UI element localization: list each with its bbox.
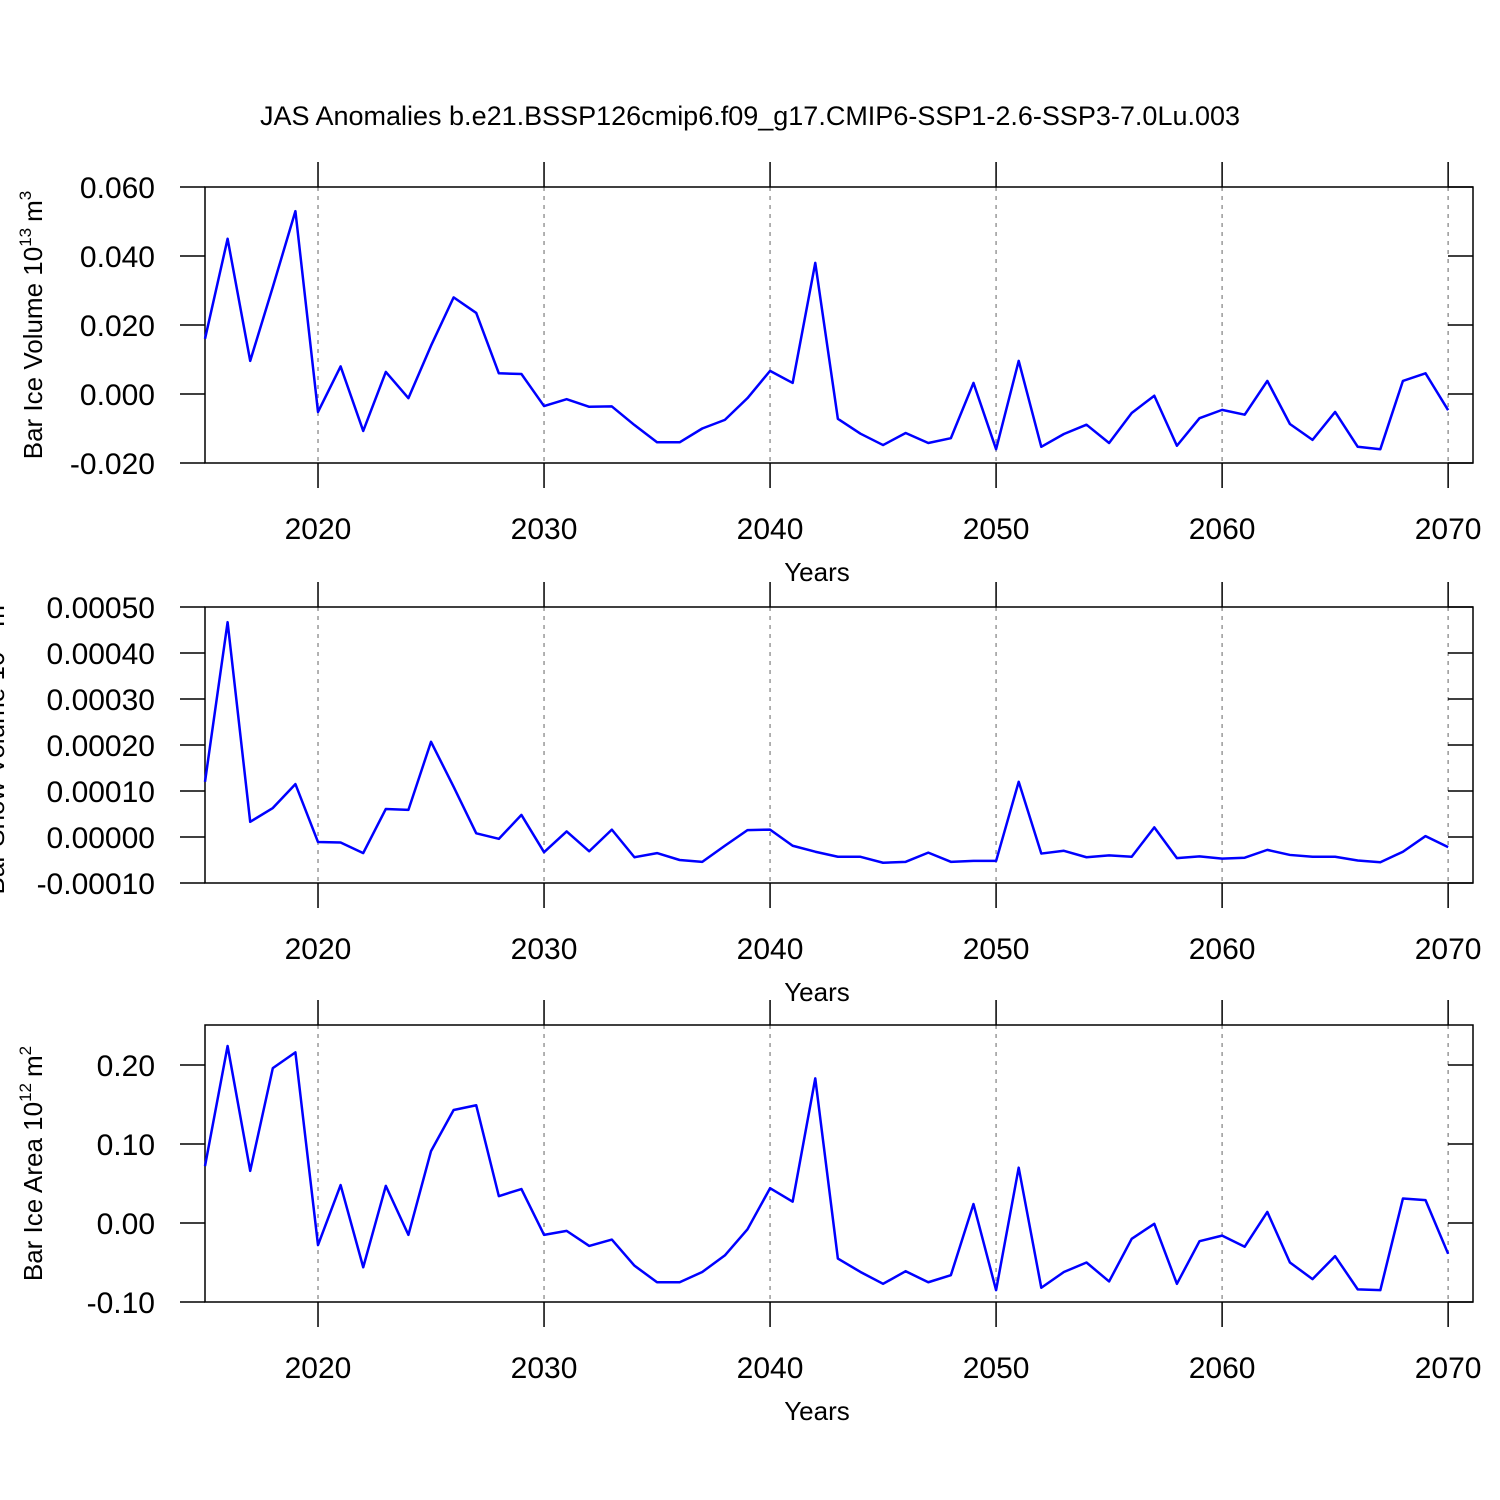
y-tick-label: -0.10 [87,1287,155,1320]
data-line [203,620,1449,865]
data-line [203,209,1450,451]
x-tick-label: 2030 [511,933,578,966]
x-tick-label: 2040 [737,933,804,966]
x-tick-label: 2020 [285,933,352,966]
y-axis-label-exponent: 12 [16,1083,35,1102]
x-tick-label: 2050 [963,1352,1030,1385]
y-tick-label: 0.000 [80,379,155,412]
y-axis-label: Bar Snow Volume 1013m3 [0,596,10,895]
y-tick-label: 0.060 [80,172,155,205]
x-axis-label: Years [784,977,850,1007]
y-axis-label-part: m [0,605,10,627]
x-tick-label: 2070 [1415,1352,1482,1385]
y-tick-label: 0.040 [80,241,155,274]
plot-frame [204,606,1474,884]
x-axis-label: Years [784,557,850,587]
x-tick-label: 2060 [1189,933,1256,966]
x-tick-label: 2060 [1189,1352,1256,1385]
x-tick-label: 2020 [285,1352,352,1385]
x-axis-label: Years [784,1396,850,1426]
y-axis-label-exponent: 13 [16,228,35,247]
y-tick-label: 0.00030 [47,684,155,717]
x-tick-label: 2040 [737,1352,804,1385]
y-tick-label: 0.00020 [47,730,155,763]
y-axis-label: Bar Ice Volume 1013 m3 [16,191,48,460]
y-tick-label: -0.00010 [37,868,155,901]
x-tick-label: 2020 [285,513,352,546]
x-tick-label: 2030 [511,1352,578,1385]
y-tick-label: 0.00040 [47,638,155,671]
y-axis-label-part: m [18,1055,48,1077]
y-axis-label-exponent: 2 [16,1046,35,1055]
x-tick-label: 2050 [963,933,1030,966]
y-tick-label: 0.20 [97,1050,155,1083]
x-tick-label: 2070 [1415,513,1482,546]
y-tick-label: 0.10 [97,1129,155,1162]
y-tick-label: 0.00010 [47,776,155,809]
data-line [203,1044,1450,1292]
plot-frame [204,186,1474,464]
y-tick-label: 0.00 [97,1208,155,1241]
y-axis-label-exponent: 3 [16,191,35,200]
y-tick-label: 0.020 [80,310,155,343]
y-tick-label: -0.020 [70,448,155,481]
chart-title: JAS Anomalies b.e21.BSSP126cmip6.f09_g17… [260,101,1240,131]
y-axis-label: Bar Ice Area 1012 m2 [16,1046,48,1281]
x-tick-label: 2030 [511,513,578,546]
y-tick-label: 0.00000 [47,822,155,855]
x-tick-label: 2050 [963,513,1030,546]
y-axis-label-part: Bar Snow Volume 10 [0,652,10,895]
x-tick-label: 2060 [1189,513,1256,546]
y-axis-label-part: Bar Ice Volume 10 [18,247,48,459]
x-tick-label: 2040 [737,513,804,546]
x-tick-label: 2070 [1415,933,1482,966]
y-axis-label-part: Bar Ice Area 10 [18,1102,48,1281]
y-axis-label-part: m [18,200,48,222]
y-tick-label: 0.00050 [47,592,155,625]
